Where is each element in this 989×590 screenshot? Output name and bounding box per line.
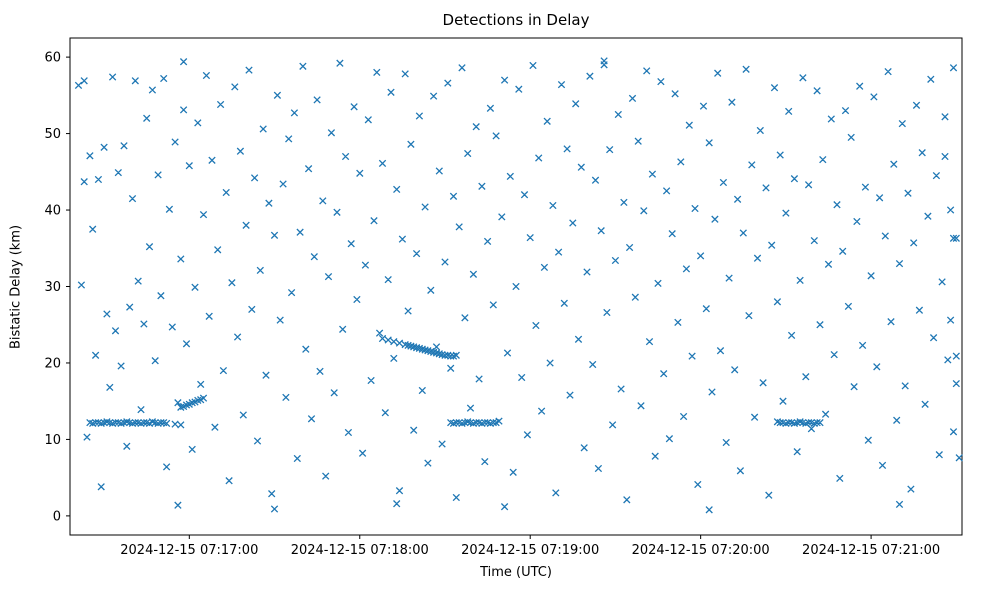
chart-title: Detections in Delay (442, 11, 590, 29)
y-tick-label: 30 (44, 280, 61, 295)
x-axis-label: Time (UTC) (480, 565, 552, 580)
x-tick-label: 2024-12-15 07:19:00 (461, 543, 599, 558)
x-tick-label: 2024-12-15 07:17:00 (120, 543, 258, 558)
y-tick-label: 0 (53, 509, 61, 524)
y-tick-label: 60 (44, 51, 61, 66)
x-tick-label: 2024-12-15 07:18:00 (291, 543, 429, 558)
y-tick-label: 50 (44, 127, 61, 142)
y-tick-label: 10 (44, 433, 61, 448)
x-tick-label: 2024-12-15 07:20:00 (632, 543, 770, 558)
y-tick-label: 40 (44, 204, 61, 219)
y-tick-label: 20 (44, 356, 61, 371)
x-tick-label: 2024-12-15 07:21:00 (802, 543, 940, 558)
scatter-markers (74, 57, 963, 514)
y-axis-label: Bistatic Delay (km) (8, 224, 24, 350)
